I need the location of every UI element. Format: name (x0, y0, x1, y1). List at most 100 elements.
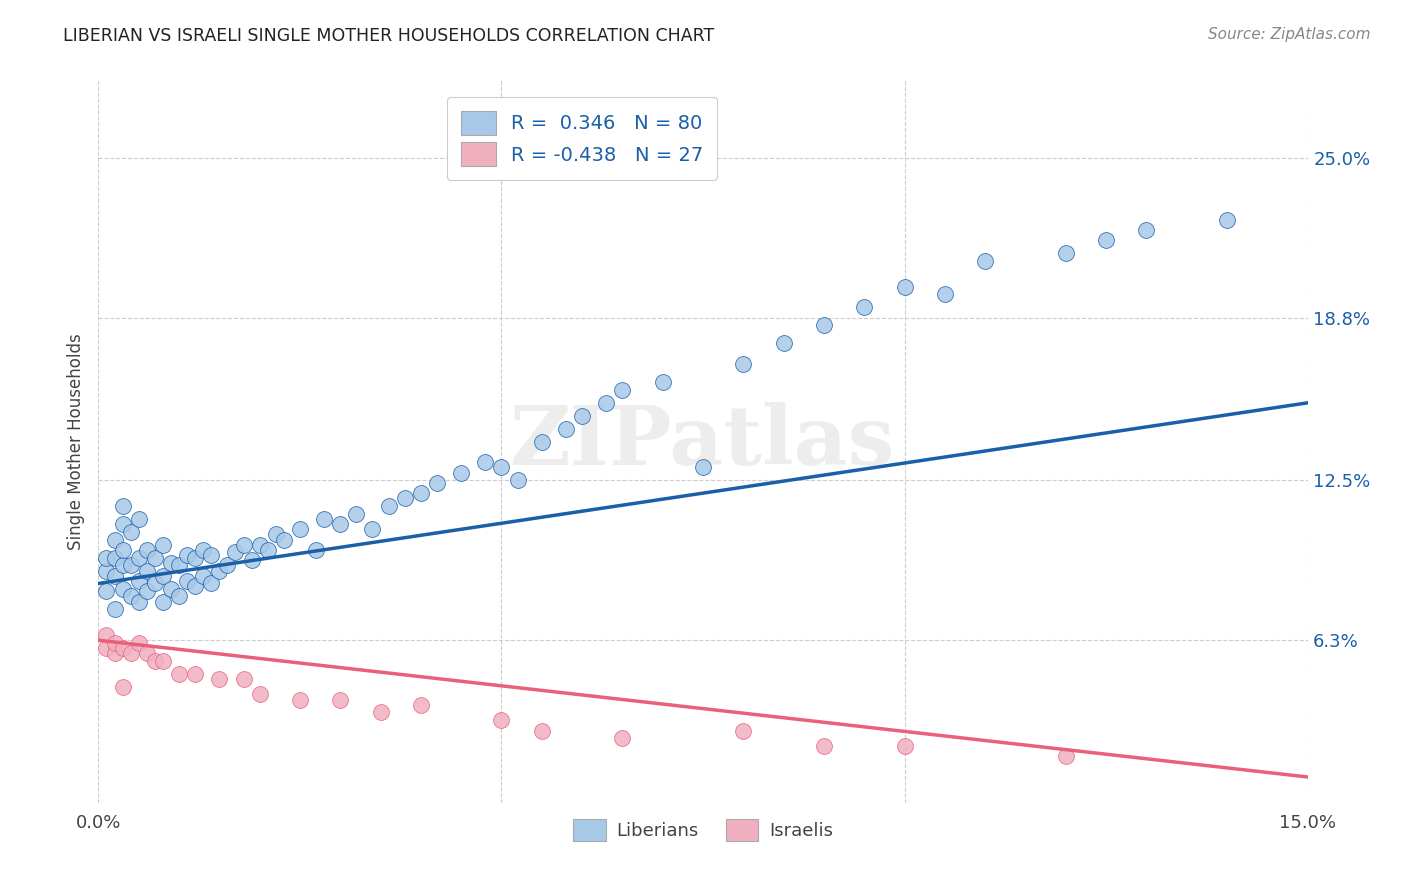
Point (256, 542, 278, 557)
Point (111, 680, 134, 694)
Point (135, 564, 157, 578)
Point (1054, 246, 1077, 260)
Point (200, 548, 222, 562)
Point (96, 628, 118, 642)
Point (1216, 212, 1239, 227)
Point (193, 568, 215, 582)
Point (184, 550, 207, 565)
Point (111, 542, 134, 557)
Point (120, 558, 142, 573)
Point (167, 558, 190, 573)
Point (152, 568, 174, 582)
Point (193, 542, 215, 557)
Point (344, 507, 367, 521)
Point (530, 723, 553, 738)
Point (135, 584, 157, 599)
Point (111, 558, 134, 573)
Point (506, 473, 529, 487)
Point (314, 512, 336, 526)
Point (224, 545, 246, 559)
Point (135, 542, 157, 557)
Point (772, 336, 794, 351)
Point (111, 582, 134, 596)
Point (232, 672, 254, 686)
Point (491, 713, 513, 727)
Point (491, 460, 513, 475)
Point (1054, 749, 1077, 764)
Point (103, 646, 125, 660)
Point (111, 640, 134, 655)
Point (143, 550, 166, 565)
Point (264, 527, 287, 541)
Point (249, 687, 271, 701)
Point (474, 455, 496, 469)
Point (813, 739, 835, 753)
Point (240, 553, 263, 567)
Point (152, 538, 174, 552)
Text: ZIPatlas: ZIPatlas (510, 401, 896, 482)
Point (128, 594, 150, 608)
Point (394, 491, 416, 506)
Point (377, 499, 399, 513)
Point (176, 548, 198, 562)
Text: Source: ZipAtlas.com: Source: ZipAtlas.com (1208, 27, 1371, 42)
Point (426, 475, 449, 490)
Point (103, 550, 125, 565)
Point (409, 698, 432, 712)
Point (103, 533, 125, 547)
Point (329, 692, 352, 706)
Point (571, 409, 593, 423)
Point (111, 517, 134, 532)
Legend: Liberians, Israelis: Liberians, Israelis (565, 812, 841, 848)
Point (217, 558, 239, 573)
Point (152, 654, 174, 668)
Point (176, 574, 198, 588)
Point (612, 383, 634, 397)
Point (200, 576, 222, 591)
Point (409, 486, 432, 500)
Point (555, 422, 578, 436)
Point (612, 731, 634, 746)
Point (120, 524, 142, 539)
Point (232, 538, 254, 552)
Point (893, 739, 915, 753)
Point (96, 640, 118, 655)
Point (305, 542, 328, 557)
Point (1095, 233, 1118, 247)
Point (288, 522, 311, 536)
Point (595, 396, 617, 410)
Point (152, 594, 174, 608)
Point (128, 574, 150, 588)
Point (184, 666, 207, 681)
Point (692, 460, 714, 475)
Point (128, 512, 150, 526)
Point (111, 499, 134, 513)
Point (103, 568, 125, 582)
Point (361, 522, 384, 536)
Point (733, 357, 755, 371)
Point (143, 654, 166, 668)
Point (450, 466, 472, 480)
Point (96, 564, 118, 578)
Point (329, 517, 352, 532)
Point (96, 550, 118, 565)
Point (208, 672, 231, 686)
Point (934, 287, 956, 301)
Point (167, 590, 190, 604)
Point (160, 582, 183, 596)
Text: LIBERIAN VS ISRAELI SINGLE MOTHER HOUSEHOLDS CORRELATION CHART: LIBERIAN VS ISRAELI SINGLE MOTHER HOUSEH… (63, 27, 714, 45)
Point (530, 434, 553, 449)
Point (128, 550, 150, 565)
Point (813, 318, 835, 333)
Point (651, 375, 673, 389)
Point (853, 301, 876, 315)
Point (103, 602, 125, 616)
Point (974, 254, 997, 268)
Point (103, 636, 125, 650)
Point (120, 646, 142, 660)
Point (208, 564, 231, 578)
Point (733, 723, 755, 738)
Point (143, 576, 166, 591)
Point (273, 533, 295, 547)
Point (288, 692, 311, 706)
